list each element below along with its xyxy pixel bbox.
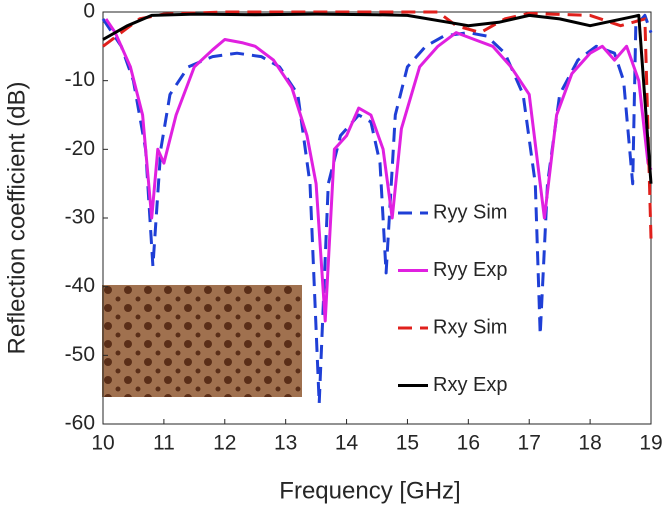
y-tick-label: -30 [65,206,95,229]
x-tick-label: 16 [457,432,480,455]
inset-photo [102,285,302,397]
x-tick-label: 11 [153,432,175,455]
legend-label: Ryy Exp [433,259,507,281]
y-tick-label: -10 [65,68,95,91]
series-line [102,10,653,239]
y-tick-label: 0 [83,0,95,23]
x-tick-label: 18 [578,432,601,455]
y-tick-label: -40 [65,274,95,297]
legend-label: Rxy Exp [433,374,507,396]
y-tick-label: -50 [65,343,95,366]
x-tick-label: 17 [518,432,541,455]
x-tick-label: 10 [91,432,114,455]
x-axis-label: Frequency [GHz] [279,477,460,504]
y-tick-label: -60 [65,412,95,435]
legend-label: Rxy Sim [433,316,507,338]
series-line [101,13,653,405]
x-tick-label: 19 [639,432,662,455]
legend-label: Ryy Sim [433,201,507,223]
series-line [102,12,653,184]
x-tick-label: 14 [335,432,359,455]
x-tick-label: 12 [213,432,236,455]
x-tick-label: 15 [396,432,419,455]
series-line [104,18,653,323]
y-tick-label: -20 [65,137,95,160]
y-axis-label: Reflection coefficient (dB) [3,81,30,354]
x-tick-label: 13 [274,432,297,455]
